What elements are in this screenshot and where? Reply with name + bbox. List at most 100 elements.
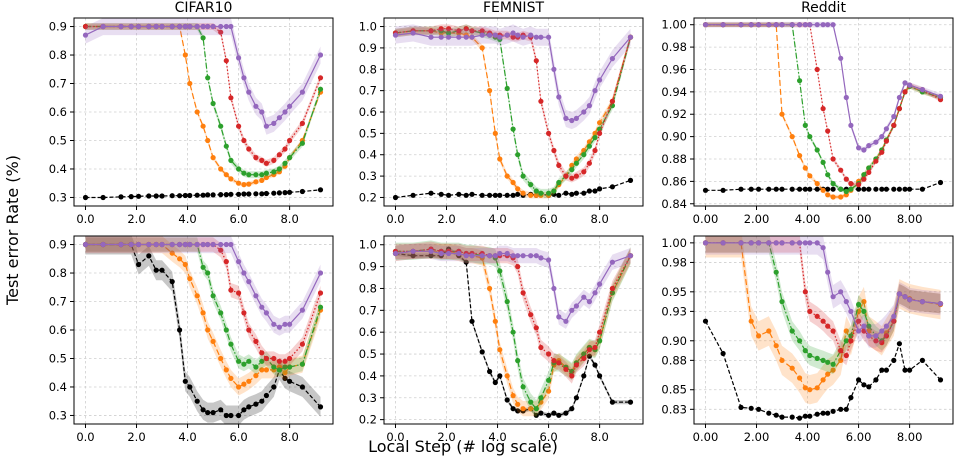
confidence-band-orange — [395, 27, 631, 199]
data-point-purple — [153, 241, 159, 248]
data-point-orange — [797, 153, 803, 159]
data-point-black — [748, 405, 754, 411]
data-point-purple — [182, 241, 188, 248]
data-point-green — [228, 341, 234, 347]
data-point-green — [573, 160, 580, 166]
data-point-black — [159, 193, 165, 199]
data-point-purple — [200, 241, 206, 248]
data-point-black — [609, 184, 616, 190]
data-point-black — [551, 410, 557, 416]
data-point-purple — [802, 240, 808, 246]
data-point-purple — [937, 93, 944, 99]
data-point-black — [797, 415, 803, 421]
data-point-black — [446, 192, 452, 198]
data-point-red — [533, 58, 539, 64]
data-point-purple — [446, 250, 452, 257]
data-point-black — [720, 187, 726, 193]
data-point-purple — [702, 22, 709, 28]
data-point-purple — [515, 253, 521, 259]
data-point-purple — [146, 241, 152, 248]
y-tick-label: 0.93 — [661, 304, 687, 318]
data-point-green — [520, 384, 526, 390]
data-point-purple — [276, 324, 282, 330]
data-point-black — [702, 187, 709, 193]
data-point-purple — [153, 23, 159, 30]
data-point-black — [573, 190, 580, 196]
panel-row1-col2: 0.83 0.85 0.88 0.90 0.93 0.95 0.98 1.00 0.00 2.00… — [661, 235, 954, 444]
data-point-purple — [82, 241, 89, 248]
data-point-black — [210, 410, 216, 416]
data-point-purple — [586, 103, 593, 109]
data-point-orange — [241, 182, 247, 188]
data-point-orange — [246, 181, 252, 187]
series-line-green — [395, 248, 632, 410]
data-point-purple — [586, 299, 593, 305]
data-point-purple — [438, 34, 444, 40]
data-point-purple — [218, 241, 224, 248]
data-point-purple — [253, 293, 259, 299]
data-point-black — [838, 406, 844, 412]
data-point-orange — [182, 261, 188, 268]
data-point-black — [883, 186, 890, 192]
data-point-purple — [118, 241, 124, 248]
data-point-purple — [902, 294, 908, 300]
y-tick-label: 0.5 — [49, 133, 67, 147]
y-tick-label: 0.84 — [661, 197, 687, 211]
data-point-purple — [866, 333, 872, 339]
data-point-red — [236, 290, 242, 296]
data-point-orange — [205, 327, 211, 333]
data-point-purple — [456, 250, 462, 257]
x-tick-label: 8.00 — [897, 430, 923, 444]
data-point-black — [456, 191, 462, 197]
data-point-green — [533, 406, 539, 412]
series-group — [392, 24, 634, 201]
x-tick-label: 0.0 — [386, 430, 404, 444]
data-point-orange — [479, 45, 485, 51]
data-point-black — [766, 186, 772, 192]
data-point-black — [504, 397, 510, 403]
data-point-red — [883, 138, 890, 144]
data-point-red — [609, 98, 616, 104]
data-point-black — [856, 377, 862, 383]
data-point-purple — [797, 22, 803, 28]
data-point-black — [902, 367, 908, 373]
data-point-red — [843, 176, 849, 182]
axes-frame — [383, 235, 644, 425]
data-point-purple — [299, 307, 305, 313]
data-point-purple — [463, 253, 469, 259]
data-point-purple — [246, 279, 252, 285]
data-point-orange — [520, 406, 526, 412]
data-point-purple — [487, 32, 493, 38]
data-point-purple — [551, 66, 557, 72]
data-point-black — [891, 357, 897, 363]
y-tick-label: 0.9 — [359, 260, 377, 274]
data-point-red — [223, 259, 229, 265]
data-point-purple — [100, 241, 106, 248]
data-point-orange — [253, 373, 259, 379]
data-point-purple — [556, 94, 562, 100]
x-tick-label: 0.00 — [693, 430, 719, 444]
data-point-purple — [136, 241, 142, 248]
data-point-green — [287, 155, 293, 161]
y-tick-label: 0.85 — [661, 383, 687, 397]
data-point-black — [556, 412, 562, 418]
data-point-black — [814, 411, 820, 417]
data-point-green — [551, 188, 557, 194]
data-point-black — [194, 398, 200, 404]
data-point-black — [802, 186, 808, 192]
data-point-purple — [497, 250, 503, 257]
data-point-red — [259, 157, 265, 163]
data-point-red — [873, 158, 879, 164]
data-point-black — [271, 384, 277, 390]
data-point-purple — [169, 241, 175, 248]
data-point-black — [597, 186, 603, 192]
data-point-purple — [520, 34, 526, 40]
x-tick-label: 6.00 — [846, 212, 872, 226]
data-point-green — [569, 167, 575, 173]
data-point-green — [820, 159, 826, 165]
data-point-purple — [187, 23, 193, 30]
data-point-black — [879, 367, 885, 373]
data-point-orange — [807, 387, 813, 393]
data-point-purple — [205, 23, 211, 30]
x-tick-label: 4.00 — [795, 212, 821, 226]
